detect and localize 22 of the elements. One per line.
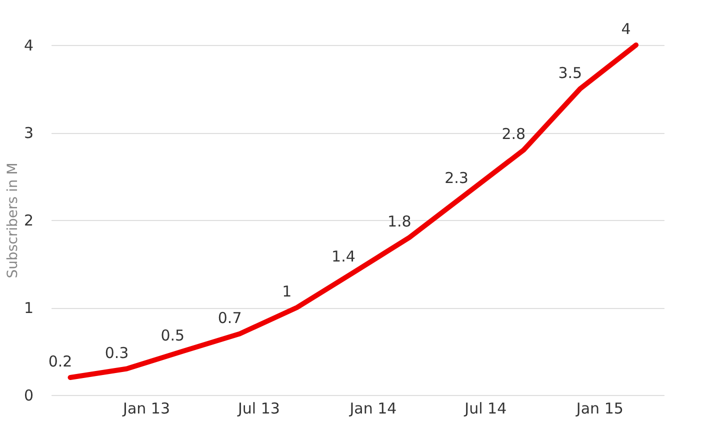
- data-label: 0.2: [48, 352, 72, 370]
- x-tick-label: Jul 13: [236, 400, 280, 418]
- y-tick-label: 2: [24, 212, 34, 230]
- y-tick-label: 0: [24, 386, 34, 404]
- data-label: 1: [282, 282, 292, 300]
- y-tick-label: 3: [24, 124, 34, 142]
- data-label: 0.7: [218, 308, 242, 327]
- x-tick-label: Jul 14: [464, 400, 507, 418]
- data-label: 2.3: [444, 168, 468, 187]
- y-tick-label: 1: [24, 299, 34, 317]
- x-tick-label: Jan 14: [348, 400, 397, 418]
- x-tick-label: Jan 15: [575, 400, 624, 418]
- x-tick-label: Jan 13: [122, 400, 170, 418]
- data-label: 3.5: [558, 64, 582, 82]
- data-label: 0.5: [160, 326, 185, 344]
- y-axis-title: Subscribers in M: [4, 162, 21, 278]
- data-label: 0.3: [104, 344, 129, 362]
- y-tick-label: 4: [24, 36, 34, 54]
- data-label: 1.4: [332, 248, 356, 266]
- data-label: 4: [621, 20, 631, 38]
- data-label: 2.8: [502, 125, 526, 143]
- data-label: 1.8: [387, 212, 412, 230]
